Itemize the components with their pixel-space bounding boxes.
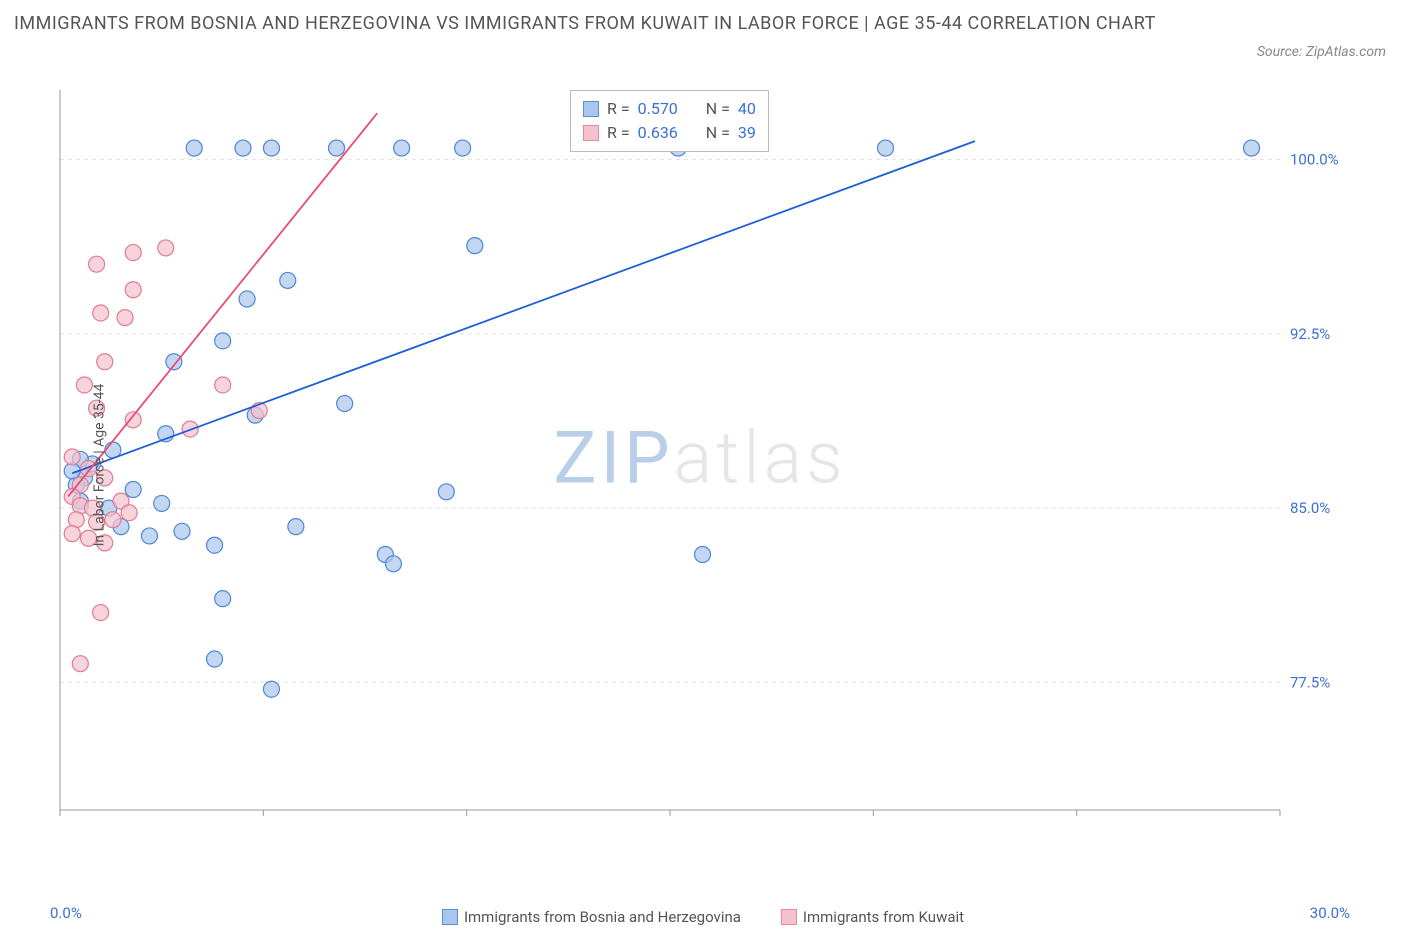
correlation-legend: R = 0.570 N = 40 R = 0.636 N = 39 <box>570 90 769 152</box>
legend-label: Immigrants from Kuwait <box>803 908 964 926</box>
scatter-chart: 77.5% 85.0% 92.5% 100.0% <box>50 85 1350 830</box>
chart-title: IMMIGRANTS FROM BOSNIA AND HERZEGOVINA V… <box>14 10 1246 37</box>
correlation-legend-row: R = 0.570 N = 40 <box>583 97 756 121</box>
legend-label: Immigrants from Bosnia and Herzegovina <box>464 908 741 926</box>
x-min-label: 0.0% <box>50 904 82 922</box>
svg-text:77.5%: 77.5% <box>1290 673 1330 691</box>
legend-swatch-icon <box>781 909 797 925</box>
series-legend: Immigrants from Bosnia and Herzegovina Im… <box>442 908 964 926</box>
correlation-legend-row: R = 0.636 N = 39 <box>583 121 756 145</box>
svg-text:85.0%: 85.0% <box>1290 499 1330 517</box>
svg-text:100.0%: 100.0% <box>1290 151 1339 169</box>
legend-swatch-icon <box>583 101 599 117</box>
y-axis-label: In Labor Force | Age 35-44 <box>91 384 107 547</box>
source-label: Source: ZipAtlas.com <box>1257 44 1386 60</box>
x-max-label: 30.0% <box>1310 904 1350 922</box>
legend-swatch-icon <box>442 909 458 925</box>
legend-swatch-icon <box>583 125 599 141</box>
plot-area: 77.5%85.0%92.5%100.0% ZIPatlas <box>50 85 1350 830</box>
legend-item: Immigrants from Bosnia and Herzegovina <box>442 908 741 926</box>
svg-text:92.5%: 92.5% <box>1290 325 1330 343</box>
legend-item: Immigrants from Kuwait <box>781 908 964 926</box>
